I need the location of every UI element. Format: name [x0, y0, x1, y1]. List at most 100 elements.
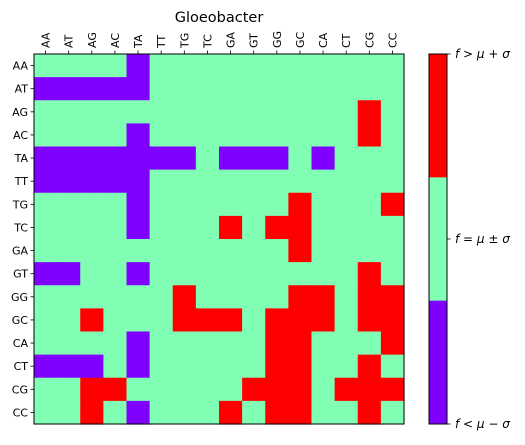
heatmap-cell — [265, 100, 289, 124]
heatmap-cell — [219, 400, 243, 425]
heatmap-cell — [288, 354, 313, 379]
heatmap-cell — [311, 400, 336, 425]
heatmap-cell — [57, 331, 81, 356]
heatmap-cell — [172, 308, 197, 333]
y-tick-label: CG — [12, 383, 28, 396]
heatmap-cell — [34, 331, 58, 356]
heatmap-cell — [126, 169, 151, 194]
heatmap-cell — [380, 54, 405, 78]
heatmap-cell — [311, 54, 336, 78]
heatmap-cell — [103, 169, 128, 194]
heatmap-cell — [311, 123, 336, 148]
heatmap-cell — [34, 169, 58, 194]
heatmap-cell — [334, 308, 359, 333]
x-tick-label: CC — [386, 32, 399, 48]
heatmap-cell — [380, 100, 405, 124]
heatmap-cell — [195, 100, 220, 124]
heatmap-cell — [380, 354, 405, 379]
heatmap-cell — [242, 262, 266, 286]
heatmap-cell — [149, 285, 174, 309]
heatmap-cell — [57, 146, 81, 171]
heatmap-cell — [357, 400, 382, 425]
heatmap-cell — [334, 77, 359, 101]
heatmap-cell — [34, 192, 58, 217]
heatmap-cell — [357, 146, 382, 171]
heatmap-cell — [103, 192, 128, 217]
heatmap-cell — [57, 262, 81, 286]
heatmap-cell — [103, 215, 128, 240]
heatmap-cell — [334, 354, 359, 379]
heatmap-cell — [311, 77, 336, 101]
heatmap-cell — [126, 239, 151, 263]
y-tick-label: GC — [12, 314, 29, 327]
heatmap-cell — [380, 331, 405, 356]
heatmap-cell — [195, 169, 220, 194]
heatmap-cell — [242, 308, 266, 333]
heatmap-cell — [380, 123, 405, 148]
y-tick-label: CA — [13, 337, 29, 350]
y-tick-label: GG — [11, 291, 28, 304]
y-tick-label: TA — [14, 152, 29, 165]
heatmap-cell — [265, 400, 289, 425]
heatmap-cell — [103, 331, 128, 356]
chart-title: Gloeobacter — [175, 10, 264, 26]
heatmap-cell — [80, 400, 104, 425]
heatmap-cell — [334, 215, 359, 240]
heatmap-cell — [80, 331, 104, 356]
heatmap-cell — [265, 123, 289, 148]
heatmap-cell — [265, 285, 289, 309]
heatmap-cell — [149, 215, 174, 240]
heatmap-cell — [357, 54, 382, 78]
colorbar-segment — [429, 177, 447, 302]
heatmap-cell — [126, 123, 151, 148]
heatmap-cell — [34, 77, 58, 101]
heatmap-cell — [103, 400, 128, 425]
heatmap-cell — [380, 239, 405, 263]
heatmap-cell — [126, 331, 151, 356]
heatmap-cell — [334, 331, 359, 356]
x-tick-label: CT — [340, 33, 353, 48]
heatmap-cell — [34, 262, 58, 286]
heatmap-cell — [126, 285, 151, 309]
heatmap-cell — [357, 377, 382, 402]
heatmap-cell — [34, 400, 58, 425]
x-tick-label: TT — [155, 34, 168, 49]
heatmap-cell — [219, 192, 243, 217]
heatmap-cell — [149, 77, 174, 101]
heatmap-cell — [288, 146, 313, 171]
heatmap-cell — [149, 100, 174, 124]
heatmap-cell — [357, 77, 382, 101]
heatmap-cell — [311, 308, 336, 333]
heatmap-cell — [288, 377, 313, 402]
heatmap-cell — [195, 77, 220, 101]
heatmap-cell — [149, 354, 174, 379]
heatmap-cell — [380, 77, 405, 101]
heatmap-cell — [242, 123, 266, 148]
heatmap-cell — [34, 54, 58, 78]
heatmap-cell — [172, 146, 197, 171]
heatmap-cell — [219, 54, 243, 78]
heatmap-cell — [149, 400, 174, 425]
heatmap-cell — [311, 262, 336, 286]
heatmap-cell — [195, 262, 220, 286]
heatmap-cell — [126, 308, 151, 333]
heatmap-cell — [265, 215, 289, 240]
heatmap-cell — [288, 215, 313, 240]
heatmap-cell — [195, 215, 220, 240]
heatmap-cell — [172, 54, 197, 78]
colorbar — [428, 53, 448, 425]
y-axis-ticks: AA AT AG AC TA TT TG TC GA GT GG GC CA CT CG CC — [11, 60, 34, 419]
heatmap-cell — [242, 285, 266, 309]
y-tick-label: CC — [13, 406, 29, 419]
heatmap-cell — [242, 215, 266, 240]
x-tick-label: TA — [132, 34, 145, 49]
heatmap-cell — [195, 239, 220, 263]
x-tick-label: AG — [86, 32, 99, 48]
heatmap-cell — [57, 100, 81, 124]
heatmap-cell — [149, 239, 174, 263]
heatmap-cell — [334, 285, 359, 309]
heatmap-cell — [172, 331, 197, 356]
heatmap-cell — [265, 169, 289, 194]
heatmap-cell — [172, 262, 197, 286]
heatmap-cell — [357, 192, 382, 217]
